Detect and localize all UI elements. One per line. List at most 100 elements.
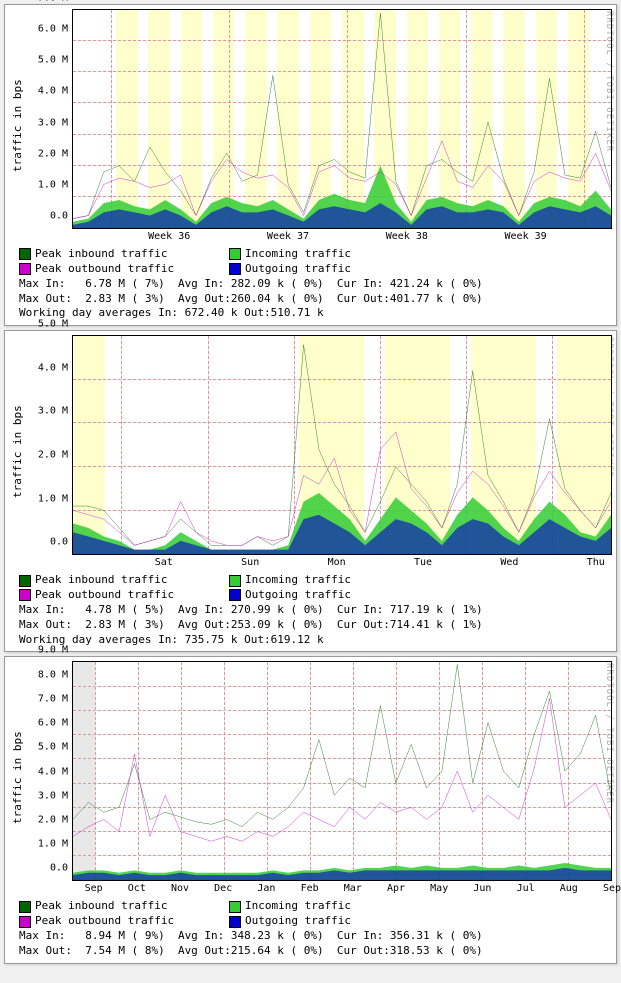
chart-panel-0: RRDTOOL / TOBI OETIKERtraffic in bps0.0 …: [4, 4, 617, 326]
x-tick: Mon: [328, 557, 346, 568]
legend-label: Incoming traffic: [245, 247, 351, 262]
y-tick: 5.0 M: [38, 55, 68, 66]
y-tick: 0.0: [50, 211, 68, 222]
legend-item: Outgoing traffic: [229, 588, 439, 603]
arrow-icon: ▶: [611, 548, 612, 555]
y-tick: 0.0: [50, 537, 68, 548]
legend-swatch: [19, 916, 31, 928]
y-tick: 3.0 M: [38, 790, 68, 801]
legend-swatch: [229, 263, 241, 275]
x-tick: Wed: [500, 557, 518, 568]
y-axis-label: traffic in bps: [9, 9, 26, 243]
y-tick: 4.0 M: [38, 86, 68, 97]
chart-panel-1: RRDTOOL / TOBI OETIKERtraffic in bps0.0 …: [4, 330, 617, 652]
legend: Peak inbound traffic Incoming traffic Peak…: [19, 573, 612, 647]
legend-swatch: [19, 901, 31, 913]
y-tick: 9.0 M: [38, 645, 68, 656]
x-tick: Thu: [587, 557, 605, 568]
x-tick: Apr: [387, 883, 405, 894]
peak-outbound-line: [73, 699, 611, 842]
legend-swatch: [229, 901, 241, 913]
legend-swatch: [229, 589, 241, 601]
plot-area: ▶: [72, 335, 612, 555]
stats-line: Working day averages In: 735.75 k Out:61…: [19, 633, 612, 648]
x-tick: Week 37: [267, 231, 309, 242]
legend-item: Incoming traffic: [229, 573, 439, 588]
stats-line: Working day averages In: 672.40 k Out:51…: [19, 306, 612, 321]
legend-item: Outgoing traffic: [229, 914, 439, 929]
y-tick: 1.0 M: [38, 839, 68, 850]
peak-inbound-line: [73, 13, 611, 219]
y-tick: 5.0 M: [38, 319, 68, 330]
y-tick: 1.0 M: [38, 493, 68, 504]
legend-swatch: [229, 248, 241, 260]
y-tick: 0.0: [50, 863, 68, 874]
x-tick: Week 36: [148, 231, 190, 242]
x-tick: Jan: [257, 883, 275, 894]
plot-area: ▶: [72, 9, 612, 229]
legend-swatch: [19, 263, 31, 275]
legend-swatch: [19, 575, 31, 587]
y-tick: 3.0 M: [38, 406, 68, 417]
y-tick: 7.0 M: [38, 0, 68, 4]
legend: Peak inbound traffic Incoming traffic Peak…: [19, 899, 612, 958]
y-tick: 6.0 M: [38, 24, 68, 35]
legend-label: Peak inbound traffic: [35, 573, 167, 588]
y-tick: 4.0 M: [38, 766, 68, 777]
y-tick: 2.0 M: [38, 148, 68, 159]
x-tick: Dec: [214, 883, 232, 894]
x-tick: Feb: [301, 883, 319, 894]
y-tick: 5.0 M: [38, 742, 68, 753]
x-tick: Jul: [517, 883, 535, 894]
stats-line: Max Out: 7.54 M ( 8%) Avg Out:215.64 k (…: [19, 944, 612, 959]
x-tick: Week 38: [386, 231, 428, 242]
y-tick: 4.0 M: [38, 362, 68, 373]
y-tick: 2.0 M: [38, 815, 68, 826]
legend-swatch: [229, 916, 241, 928]
legend-item: Peak inbound traffic: [19, 899, 229, 914]
legend-label: Outgoing traffic: [245, 262, 351, 277]
legend-item: Peak inbound traffic: [19, 573, 229, 588]
y-tick: 7.0 M: [38, 693, 68, 704]
legend-item: Incoming traffic: [229, 247, 439, 262]
stats-line: Max Out: 2.83 M ( 3%) Avg Out:260.04 k (…: [19, 292, 612, 307]
arrow-icon: ▶: [611, 222, 612, 229]
x-tick: Mar: [344, 883, 362, 894]
legend-item: Outgoing traffic: [229, 262, 439, 277]
plot-area: ▶: [72, 661, 612, 881]
y-axis-label: traffic in bps: [9, 661, 26, 895]
y-tick: 1.0 M: [38, 179, 68, 190]
legend-item: Peak inbound traffic: [19, 247, 229, 262]
arrow-icon: ▶: [611, 874, 612, 881]
legend-item: Peak outbound traffic: [19, 914, 229, 929]
legend-swatch: [229, 575, 241, 587]
peak-inbound-line: [73, 665, 611, 827]
x-tick: Sun: [241, 557, 259, 568]
x-tick: Jun: [473, 883, 491, 894]
legend-label: Outgoing traffic: [245, 914, 351, 929]
legend-label: Peak outbound traffic: [35, 262, 174, 277]
legend-label: Peak outbound traffic: [35, 914, 174, 929]
stats-line: Max Out: 2.83 M ( 3%) Avg Out:253.09 k (…: [19, 618, 612, 633]
x-tick: Tue: [414, 557, 432, 568]
legend-label: Outgoing traffic: [245, 588, 351, 603]
y-tick: 8.0 M: [38, 669, 68, 680]
y-axis-label: traffic in bps: [9, 335, 26, 569]
stats-line: Max In: 8.94 M ( 9%) Avg In: 348.23 k ( …: [19, 929, 612, 944]
legend: Peak inbound traffic Incoming traffic Peak…: [19, 247, 612, 321]
legend-item: Peak outbound traffic: [19, 588, 229, 603]
x-tick: Nov: [171, 883, 189, 894]
x-tick: Aug: [560, 883, 578, 894]
x-tick: Sep: [603, 883, 621, 894]
legend-label: Incoming traffic: [245, 573, 351, 588]
legend-label: Incoming traffic: [245, 899, 351, 914]
legend-label: Peak inbound traffic: [35, 247, 167, 262]
x-tick: Sep: [85, 883, 103, 894]
y-tick: 2.0 M: [38, 450, 68, 461]
x-tick: Oct: [128, 883, 146, 894]
stats-line: Max In: 6.78 M ( 7%) Avg In: 282.09 k ( …: [19, 277, 612, 292]
legend-swatch: [19, 248, 31, 260]
legend-label: Peak inbound traffic: [35, 899, 167, 914]
legend-item: Incoming traffic: [229, 899, 439, 914]
chart-panel-2: RRDTOOL / TOBI OETIKERtraffic in bps0.0 …: [4, 656, 617, 963]
